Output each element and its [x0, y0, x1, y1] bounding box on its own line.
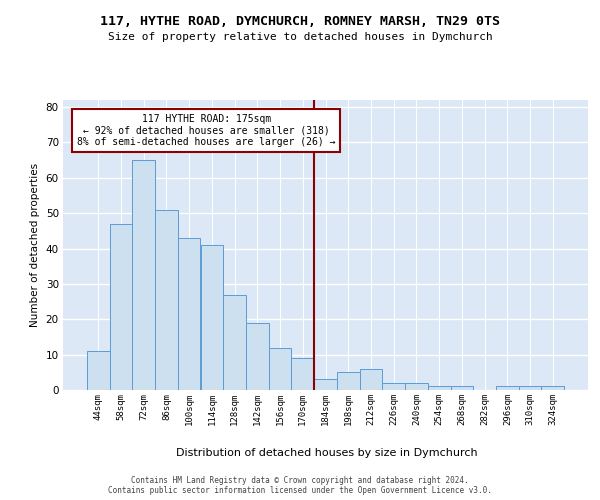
Bar [541, 386, 564, 390]
Bar [314, 380, 337, 390]
Bar [337, 372, 359, 390]
Bar [428, 386, 451, 390]
Bar [87, 351, 110, 390]
Bar [110, 224, 133, 390]
Bar [451, 386, 473, 390]
Bar [405, 383, 428, 390]
Bar [155, 210, 178, 390]
Bar [269, 348, 292, 390]
Bar [223, 294, 246, 390]
Text: 117, HYTHE ROAD, DYMCHURCH, ROMNEY MARSH, TN29 0TS: 117, HYTHE ROAD, DYMCHURCH, ROMNEY MARSH… [100, 15, 500, 28]
Text: Contains HM Land Registry data © Crown copyright and database right 2024.
Contai: Contains HM Land Registry data © Crown c… [108, 476, 492, 495]
Bar [178, 238, 200, 390]
Bar [246, 323, 269, 390]
Bar [518, 386, 541, 390]
Bar [292, 358, 314, 390]
Bar [200, 245, 223, 390]
Text: Size of property relative to detached houses in Dymchurch: Size of property relative to detached ho… [107, 32, 493, 42]
Y-axis label: Number of detached properties: Number of detached properties [30, 163, 40, 327]
Bar [133, 160, 155, 390]
Text: 117 HYTHE ROAD: 175sqm
← 92% of detached houses are smaller (318)
8% of semi-det: 117 HYTHE ROAD: 175sqm ← 92% of detached… [77, 114, 335, 148]
Bar [382, 383, 405, 390]
Bar [496, 386, 518, 390]
Text: Distribution of detached houses by size in Dymchurch: Distribution of detached houses by size … [176, 448, 478, 458]
Bar [359, 369, 382, 390]
